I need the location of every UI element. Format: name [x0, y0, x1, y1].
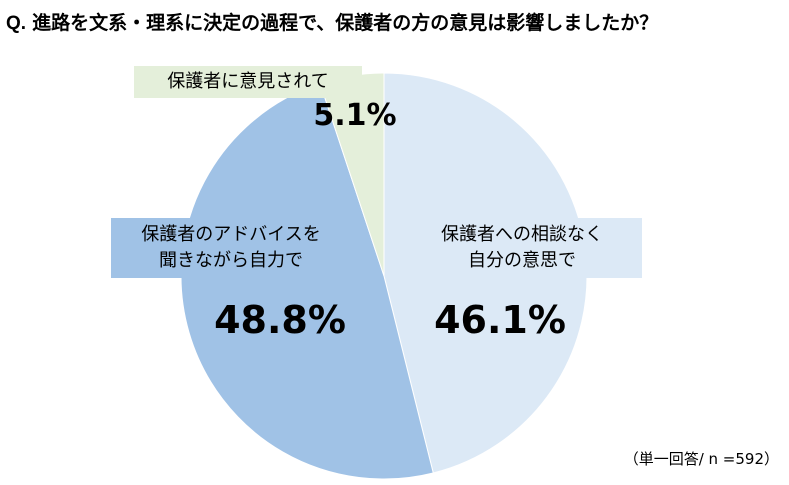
slice-value-self: 46.1% — [434, 298, 566, 342]
sample-note: （単一回答/ n =592） — [623, 450, 779, 468]
slice-label-self-line2: 自分の意思で — [468, 250, 576, 271]
pie-slice-with-parents — [180, 82, 434, 480]
chart-title: Q. 進路を文系・理系に決定の過程で、保護者の方の意見は影響しましたか？ — [6, 8, 786, 35]
slice-label-with-parents: 保護者のアドバイスを 聞きながら自力で — [111, 218, 351, 278]
slice-label-said-text: 保護者に意見されて — [167, 71, 329, 92]
slice-label-parents-line2: 聞きながら自力で — [159, 250, 303, 271]
question-prefix: Q. — [6, 13, 27, 34]
slice-value-with-parents: 48.8% — [214, 298, 346, 342]
slice-label-parents-line1: 保護者のアドバイスを — [141, 224, 321, 245]
slice-label-self-line1: 保護者への相談なく — [441, 224, 603, 245]
question-text: 進路を文系・理系に決定の過程で、保護者の方の意見は影響しましたか？ — [32, 12, 659, 34]
slice-label-parents-said: 保護者に意見されて — [134, 66, 362, 98]
slice-label-self: 保護者への相談なく 自分の意思で — [402, 218, 642, 278]
slice-value-parents-said: 5.1% — [313, 98, 397, 133]
